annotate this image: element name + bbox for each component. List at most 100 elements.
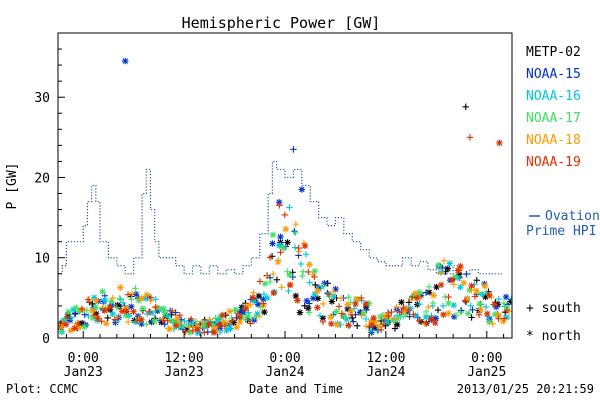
north-point	[109, 310, 116, 318]
south-point	[416, 317, 423, 325]
north-point	[377, 313, 384, 321]
south-point	[471, 293, 479, 300]
south-point	[145, 308, 153, 316]
south-point	[124, 318, 132, 326]
north-point	[244, 313, 252, 320]
south-point	[312, 281, 319, 289]
north-point	[210, 329, 218, 336]
south-point	[276, 202, 283, 209]
south-point	[290, 146, 297, 153]
south-point	[251, 313, 258, 321]
north-point	[139, 305, 146, 312]
north-point	[476, 300, 484, 308]
north-point	[328, 320, 335, 328]
south-point	[463, 270, 470, 278]
south-point	[119, 299, 127, 306]
south-point	[347, 311, 355, 318]
ovation-legend-label: Ovation	[545, 209, 600, 224]
north-point	[88, 307, 96, 315]
south-point	[98, 318, 105, 325]
x-tick-time-label: 0:00	[68, 351, 99, 366]
south-point	[500, 300, 508, 307]
north-point	[286, 271, 293, 279]
south-point	[434, 306, 442, 314]
south-point	[422, 308, 430, 316]
south-point	[483, 289, 490, 296]
south-point	[224, 319, 232, 326]
north-point	[161, 309, 168, 316]
south-point	[467, 302, 474, 309]
south-point	[260, 291, 268, 298]
south-point	[124, 291, 132, 298]
north-point	[468, 282, 475, 290]
x-axis-label: Date and Time	[249, 382, 343, 396]
footer-credit: Plot: CCMC	[6, 382, 78, 396]
south-point	[247, 301, 254, 309]
south-point	[306, 279, 313, 286]
north-point	[81, 323, 88, 330]
south-point	[229, 317, 236, 324]
north-point	[280, 245, 287, 252]
south-point	[407, 295, 415, 302]
south-point	[181, 318, 188, 325]
south-point	[400, 304, 407, 312]
y-tick-label: 10	[34, 252, 50, 267]
north-point	[478, 290, 486, 298]
north-point	[132, 291, 140, 298]
north-point	[327, 313, 334, 321]
south-point	[482, 303, 490, 311]
south-point	[316, 312, 324, 319]
north-point	[75, 324, 83, 331]
south-point	[396, 309, 403, 316]
south-point	[111, 316, 119, 323]
north-point	[233, 324, 240, 331]
north-point	[261, 280, 269, 287]
south-point	[263, 272, 270, 280]
south-point	[508, 295, 512, 303]
south-point	[461, 297, 469, 304]
north-point	[194, 326, 201, 333]
y-axis: 0 10 20 30	[34, 48, 65, 347]
north-point	[344, 301, 351, 308]
south-point	[204, 328, 211, 336]
south-point	[286, 204, 293, 211]
south-point	[260, 300, 267, 307]
north-point	[496, 139, 503, 147]
south-point	[320, 282, 328, 290]
legend-item: NOAA-18	[526, 133, 581, 148]
south-point	[500, 315, 508, 322]
y-tick-label: 0	[42, 332, 50, 347]
x-tick-time-label: 0:00	[269, 351, 300, 366]
south-point	[306, 300, 313, 307]
north-point	[226, 308, 233, 315]
south-point	[337, 295, 345, 302]
legend: METP-02 NOAA-15 NOAA-16 NOAA-17 NOAA-18 NOAA-…	[526, 45, 600, 344]
north-point	[483, 310, 491, 318]
south-point	[91, 311, 98, 319]
north-point	[205, 320, 213, 328]
y-tick-label: 20	[34, 171, 50, 186]
north-point	[219, 311, 227, 319]
south-point	[247, 320, 254, 327]
south-point	[277, 241, 284, 249]
legend-item: NOAA-15	[526, 67, 581, 82]
x-tick-date-label: Jan24	[265, 365, 304, 380]
south-point	[475, 311, 483, 319]
south-point	[176, 311, 184, 319]
south-point	[338, 310, 346, 317]
north-point	[138, 316, 145, 323]
north-point	[428, 315, 435, 322]
north-point	[491, 301, 498, 308]
north-point	[435, 262, 442, 269]
south-point	[277, 249, 284, 256]
south-point	[116, 295, 123, 302]
north-point	[370, 314, 377, 322]
north-point	[130, 308, 137, 315]
north-point	[362, 300, 370, 308]
legend-item: NOAA-17	[526, 111, 581, 126]
north-point	[106, 304, 113, 311]
south-point	[406, 313, 413, 320]
plot-frame	[57, 32, 513, 339]
south-point	[457, 309, 464, 316]
south-point	[152, 296, 159, 303]
